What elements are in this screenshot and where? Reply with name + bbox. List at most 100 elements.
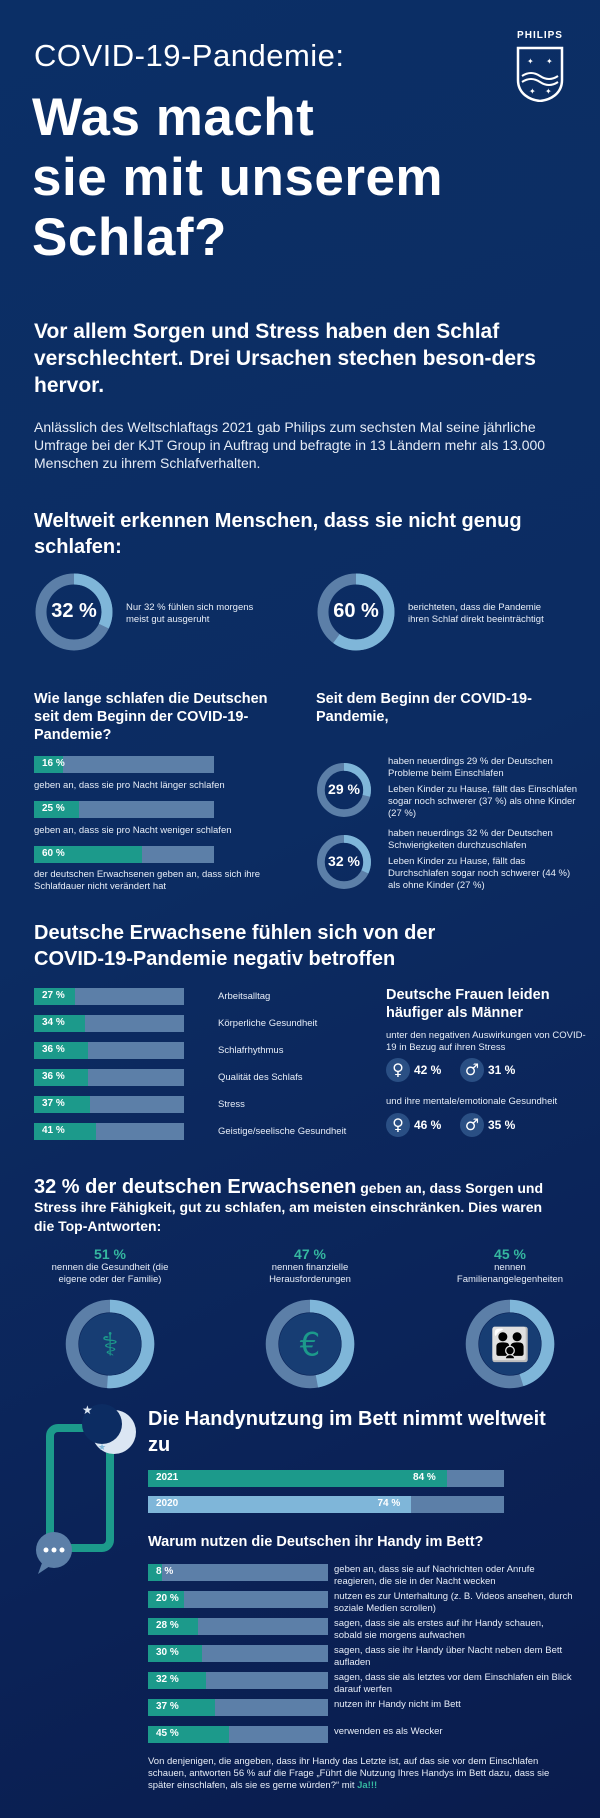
- page-title: Was macht sie mit unserem Schlaf?: [32, 88, 443, 268]
- donut-chart: [317, 763, 371, 817]
- svg-text:✦: ✦: [545, 87, 552, 96]
- bar-fill: [148, 1726, 229, 1743]
- bar-value: 2020: [156, 1498, 179, 1509]
- phone-reason-list: 8 % geben an, dass sie auf Nachrichten od…: [148, 1564, 578, 1759]
- female-value: 42 %: [414, 1063, 442, 1077]
- donut-chart: [317, 835, 371, 889]
- donut-arc: [317, 763, 371, 817]
- gender-row: ♀ 46 % ♂ 35 %: [386, 1113, 586, 1139]
- reason-text: nutzen es zur Unterhaltung (z. B. Videos…: [334, 1591, 573, 1614]
- stat-line: haben neuerdings 29 % der Deutschen Prob…: [388, 756, 553, 779]
- male-icon: ♂: [460, 1058, 484, 1082]
- bar-value: 25 %: [42, 803, 65, 814]
- duration-bar: 25 %: [34, 801, 214, 818]
- bar-value: 32 %: [156, 1674, 179, 1685]
- bar-track: 2021 84 %: [148, 1470, 504, 1487]
- donut-arc: [265, 1299, 355, 1389]
- since-start-stat: 29 % haben neuerdings 29 % der Deutschen…: [316, 756, 586, 828]
- bar-value: 34 %: [42, 1017, 65, 1028]
- affected-label: Stress: [218, 1099, 245, 1110]
- answer-value: 45 %: [494, 1246, 526, 1262]
- donut-value: 60 %: [333, 600, 379, 622]
- phone-footer: Von denjenigen, die angeben, dass ihr Ha…: [148, 1756, 568, 1792]
- bar-fill: [34, 756, 63, 773]
- bar-value: 28 %: [156, 1620, 179, 1631]
- svg-text:✦: ✦: [529, 87, 536, 96]
- bar-value: 2021: [156, 1472, 179, 1483]
- euro-icon: €: [265, 1299, 355, 1389]
- title-line: sie mit unserem: [32, 148, 444, 207]
- donut-arc: [65, 1299, 155, 1389]
- worldwide-stat: 60 % berichteten, dass die Pandemie ihre…: [316, 572, 576, 652]
- top-answers-heading: 32 % der deutschen Erwachsenen geben an,…: [34, 1176, 564, 1236]
- bar-value: 16 %: [42, 758, 65, 769]
- bar-track: 45 %: [148, 1726, 328, 1743]
- reason-text: nutzen ihr Handy nicht im Bett: [334, 1699, 461, 1710]
- euro-icon-glyph: €: [300, 1326, 320, 1364]
- bar-value: 36 %: [42, 1044, 65, 1055]
- stethoscope-icon-glyph: ⚕: [101, 1326, 118, 1364]
- bar-value: 60 %: [42, 848, 65, 859]
- bar-fill: [34, 1015, 85, 1032]
- bar-text: der deutschen Erwachsenen geben an, dass…: [34, 869, 261, 892]
- philips-wordmark: PHILIPS: [517, 30, 563, 41]
- answer-text: nennen finanzielle Herausforderungen: [269, 1262, 351, 1285]
- reason-text: verwenden es als Wecker: [334, 1726, 443, 1737]
- affected-label: Geistige/seelische Gesundheit: [218, 1126, 347, 1137]
- stat-line: Leben Kinder zu Hause, fällt das Durchsc…: [388, 856, 571, 891]
- stethoscope-icon: ⚕: [65, 1299, 155, 1389]
- bar-value: 20 %: [156, 1593, 179, 1604]
- affected-heading: Deutsche Erwachsene fühlen sich von der …: [34, 922, 436, 970]
- donut-value: 29 %: [328, 781, 360, 797]
- bar-track: 41 %: [34, 1123, 184, 1140]
- bar-track: 32 %: [148, 1672, 328, 1689]
- footer-answer: Ja!!!: [357, 1780, 378, 1791]
- bar-fill: [34, 1069, 88, 1086]
- women-q1: unter den negativen Auswirkungen von COV…: [386, 1030, 586, 1053]
- donut-value: 32 %: [51, 600, 97, 622]
- affected-label: Körperliche Gesundheit: [218, 1018, 318, 1029]
- bar-track: 2020 74 %: [148, 1496, 504, 1513]
- phone-moon-icon: ★ ★: [36, 1403, 136, 1574]
- reason-text: sagen, dass sie als erstes auf ihr Handy…: [334, 1618, 544, 1641]
- bar-track: 20 %: [148, 1591, 328, 1608]
- bar-value: 37 %: [42, 1098, 65, 1109]
- bar-track: 36 %: [34, 1069, 184, 1086]
- bar-fill: [148, 1591, 184, 1608]
- why-heading: Warum nutzen die Deutschen ihr Handy im …: [148, 1534, 484, 1550]
- intro-text: Anlässlich des Weltschlaftags 2021 gab P…: [34, 419, 546, 471]
- donut-chart: [35, 573, 113, 651]
- since-start-heading: Seit dem Beginn der COVID-19-Pandemie,: [316, 691, 532, 725]
- year-value: 74 %: [377, 1498, 401, 1509]
- top-answer: 45 % nennen Familienangelegenheiten 👪: [430, 1246, 590, 1396]
- reason-text: sagen, dass sie ihr Handy über Nacht neb…: [334, 1645, 563, 1668]
- sleep-duration-heading: Wie lange schlafen die Deutschen seit de…: [34, 691, 268, 743]
- women-heading: Deutsche Frauen leiden häufiger als Männ…: [386, 987, 550, 1021]
- bar-fill: [148, 1672, 206, 1689]
- bar-value: 37 %: [156, 1701, 179, 1712]
- donut-arc: [317, 835, 371, 889]
- top-answers-row: 51 % nennen die Gesundheit (die eigene od…: [30, 1246, 570, 1396]
- heading-emphasis: 32 % der deutschen Erwachsenen: [34, 1176, 357, 1198]
- bar-fill: [34, 988, 75, 1005]
- donut-chart: [317, 573, 395, 651]
- stat-line: haben neuerdings 32 % der Deutschen Schw…: [388, 828, 553, 851]
- stat-text: Nur 32 % fühlen sich morgens meist gut a…: [126, 602, 254, 625]
- bar-text: geben an, dass sie pro Nacht weniger sch…: [34, 825, 232, 836]
- svg-text:★: ★: [98, 1443, 106, 1453]
- female-icon: ♀: [386, 1113, 410, 1137]
- worldwide-heading: Weltweit erkennen Menschen, dass sie nic…: [34, 510, 522, 558]
- page-kicker: COVID-19-Pandemie:: [34, 38, 345, 73]
- since-start-stat: 32 % haben neuerdings 32 % der Deutschen…: [316, 828, 586, 900]
- bar-fill: [148, 1470, 448, 1487]
- icon-background: [478, 1312, 542, 1376]
- stat-text: berichteten, dass die Pandemie ihren Sch…: [408, 602, 544, 625]
- answer-text: nennen die Gesundheit (die eigene oder d…: [51, 1262, 169, 1285]
- women-q2: und ihre mentale/emotionale Gesundheit: [386, 1096, 558, 1107]
- worldwide-stat: 32 % Nur 32 % fühlen sich morgens meist …: [34, 572, 274, 652]
- bar-value: 30 %: [156, 1647, 179, 1658]
- female-value: 46 %: [414, 1118, 442, 1132]
- bar-fill: [148, 1496, 412, 1513]
- top-answer: 51 % nennen die Gesundheit (die eigene od…: [30, 1246, 190, 1396]
- male-value: 31 %: [488, 1063, 516, 1077]
